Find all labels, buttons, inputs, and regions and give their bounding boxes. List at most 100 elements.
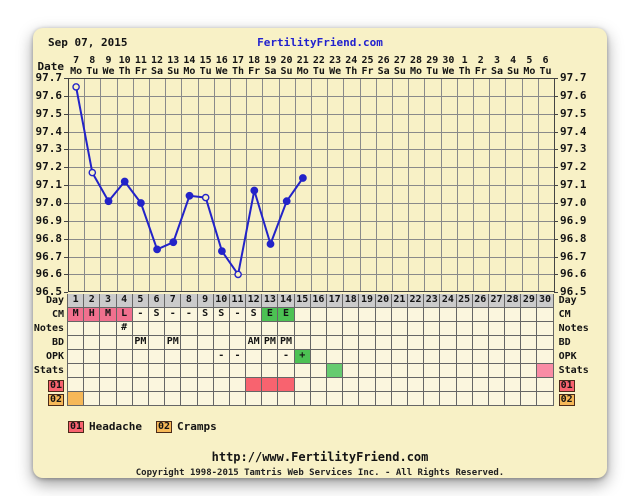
stats-row-label-right: Stats (558, 365, 589, 376)
symptom-01-row-cell-day-16 (310, 378, 327, 392)
symptom-02-row-cell-day-19 (359, 392, 376, 406)
date-number: 23 (329, 55, 342, 66)
opk-row-cell-day-3 (100, 350, 117, 364)
y-tick-label-left: 96.7 (35, 250, 63, 263)
weekday-label: We (329, 66, 342, 77)
bd-row-cells: PM PM AM PM PM (67, 336, 554, 350)
temp-point-day-13[interactable] (266, 240, 275, 248)
date-number: 17 (231, 55, 244, 66)
symptom-01-row-cell-day-30 (537, 378, 554, 392)
day-row-cell-day-22: 22 (407, 294, 425, 308)
date-number: 8 (89, 55, 96, 66)
temp-point-day-5[interactable] (137, 199, 145, 207)
weekday-label: Su (167, 66, 180, 77)
temp-point-day-14[interactable] (282, 197, 291, 206)
date-column: 18 Fr (246, 55, 262, 77)
opk-row-cell-day-17 (327, 350, 344, 364)
temp-point-day-1[interactable] (72, 83, 80, 91)
date-number: 10 (118, 55, 131, 66)
stats-row-cell-day-8 (181, 364, 198, 378)
opk-row-cells: - - - + (67, 350, 554, 364)
cm-row-cell-day-13: E (262, 308, 279, 322)
symptom-01-row-cell-day-17 (327, 378, 344, 392)
date-number: 13 (167, 55, 180, 66)
weekday-label: Tu (312, 66, 325, 77)
temp-point-day-11[interactable] (234, 270, 242, 279)
notes-row-cell-day-4: # (116, 322, 133, 336)
bd-row-cell-day-8 (181, 336, 198, 350)
day-row-cell-day-30: 30 (537, 294, 554, 308)
notes-row-cell-day-15 (294, 322, 311, 336)
date-column: 3 Sa (489, 55, 505, 77)
y-tick-label-left: 97.1 (35, 178, 63, 191)
temp-point-day-6[interactable] (153, 245, 161, 254)
symptom-02-row-cell-day-3 (100, 392, 117, 406)
symptom-02-row-cell-day-5 (132, 392, 149, 406)
symptom-01-row-cell-day-4 (116, 378, 133, 392)
cm-row-cell-day-25 (456, 308, 473, 322)
symptom-02-row-cell-day-26 (472, 392, 489, 406)
bd-row-cell-day-27 (488, 336, 506, 350)
bd-row-cell-day-13: PM (262, 336, 279, 350)
symptom-02-row-cell-day-16 (310, 392, 327, 406)
cm-row-cell-day-23 (424, 308, 441, 322)
date-column: 21 Mo (295, 55, 311, 77)
weekday-label: Th (458, 66, 471, 77)
symptom-01-row-cell-day-6 (148, 378, 166, 392)
cm-row-cell-day-24 (440, 308, 457, 322)
symptom-02-row-cell-day-22 (407, 392, 425, 406)
day-row-cell-day-27: 27 (488, 294, 506, 308)
symptom-02-row-cell-day-1 (68, 392, 85, 406)
opk-row-cell-day-13 (262, 350, 279, 364)
chart-date: Sep 07, 2015 (48, 36, 128, 49)
weekday-label: Sa (490, 66, 503, 77)
bd-row-cell-day-12: AM (246, 336, 263, 350)
day-row-cell-day-5: 5 (132, 294, 149, 308)
stats-row-cell-day-30 (537, 364, 554, 378)
opk-row-cell-day-29 (521, 350, 538, 364)
bd-row-cell-day-28 (505, 336, 522, 350)
day-row-cell-day-4: 4 (116, 294, 133, 308)
cm-row-cell-day-15 (294, 308, 311, 322)
day-row-cell-day-13: 13 (262, 294, 279, 308)
temp-point-day-3[interactable] (104, 197, 113, 206)
opk-row-cell-day-14: - (278, 350, 295, 364)
temp-point-day-15[interactable] (299, 174, 307, 182)
notes-row-cell-day-16 (310, 322, 327, 336)
y-tick-label-left: 97.5 (35, 107, 63, 120)
temp-point-day-2[interactable] (88, 168, 97, 177)
site-link[interactable]: FertilityFriend.com (257, 36, 383, 49)
temp-point-day-10[interactable] (218, 247, 226, 256)
weekday-label: Th (118, 66, 131, 77)
date-number: 2 (477, 55, 484, 66)
cm-row-cell-day-4: L (116, 308, 133, 322)
y-tick-label-left: 97.7 (35, 71, 63, 84)
weekday-label: Th (345, 66, 358, 77)
date-column: 29 Tu (424, 55, 440, 77)
opk-row-cell-day-25 (456, 350, 473, 364)
symptom-02-row-label-right: 02 (554, 392, 604, 406)
bd-row-cell-day-20 (375, 336, 392, 350)
stats-row-cell-day-1 (68, 364, 85, 378)
bd-row: BD PM PM AM PM PM BD (33, 336, 607, 350)
temp-point-day-8[interactable] (185, 191, 194, 200)
y-tick-label-left: 96.8 (35, 232, 63, 245)
notes-row-cell-day-29 (521, 322, 538, 336)
weekday-label: Fr (361, 66, 374, 77)
temp-point-day-9[interactable] (201, 193, 210, 202)
temp-point-day-4[interactable] (120, 177, 129, 186)
bd-row-cell-day-30 (537, 336, 554, 350)
weekday-label: Fr (134, 66, 147, 77)
stats-row-cell-day-21 (391, 364, 408, 378)
notes-row-cell-day-22 (407, 322, 425, 336)
day-row-cell-day-3: 3 (100, 294, 117, 308)
cm-row-label-right: CM (558, 309, 571, 320)
y-tick-label-left: 96.6 (35, 267, 63, 280)
footer-url[interactable]: http://www.FertilityFriend.com (211, 450, 429, 464)
temp-point-day-12[interactable] (250, 186, 259, 195)
cm-row-cell-day-18 (343, 308, 360, 322)
opk-row-label-left: OPK (45, 351, 64, 362)
temp-point-day-7[interactable] (169, 238, 178, 247)
symptom-02-row-cell-day-14 (278, 392, 295, 406)
